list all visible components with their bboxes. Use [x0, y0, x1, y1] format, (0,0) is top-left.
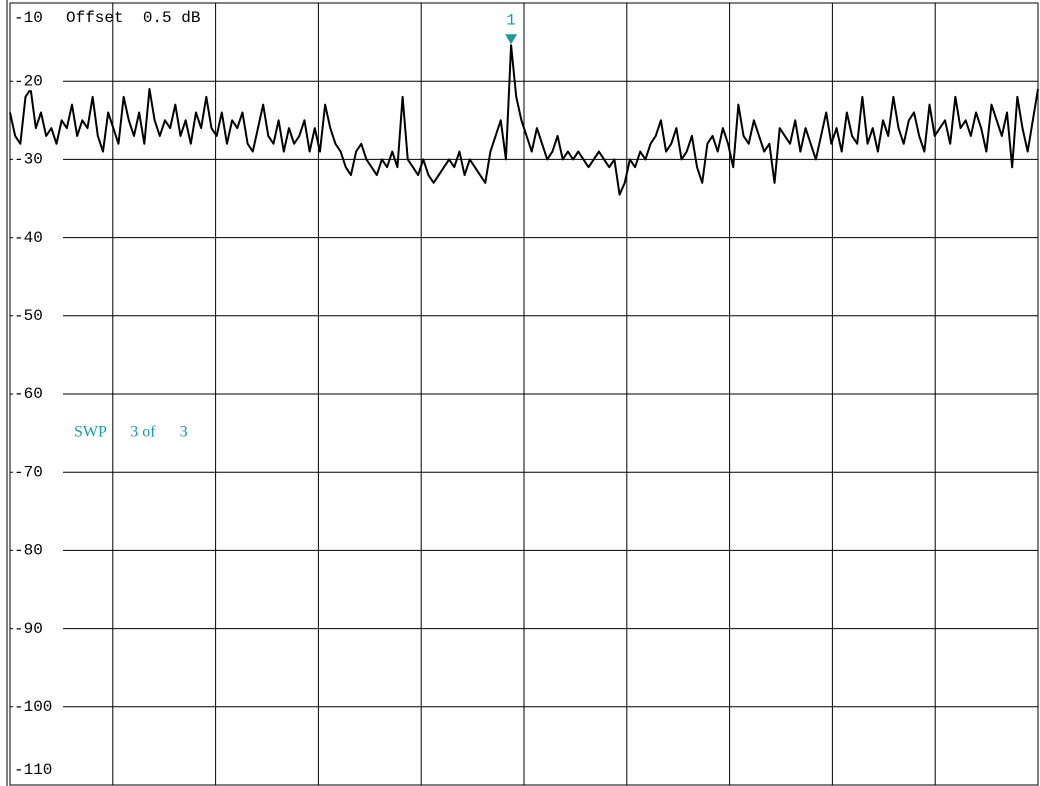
- y-tick-label: -50: [14, 307, 43, 325]
- tick-label-bg: [13, 9, 63, 27]
- trace-layer: [9, 44, 1039, 196]
- marker-label: 1: [506, 11, 516, 29]
- marker-triangle: [505, 34, 518, 45]
- tick-label-bg: [13, 150, 63, 169]
- tick-label-bg: [13, 228, 63, 247]
- y-tick-label: -30: [14, 151, 43, 169]
- tick-label-bg: [13, 697, 63, 716]
- tick-label-bg: [13, 463, 63, 482]
- tick-label-bg: [13, 619, 63, 638]
- sweep-label: SWP 3 of 3: [74, 424, 188, 441]
- offset-label: Offset 0.5 dB: [66, 9, 200, 27]
- y-tick-label: -80: [14, 542, 43, 560]
- y-tick-label: -100: [14, 698, 52, 716]
- y-tick-label: -70: [14, 463, 43, 481]
- tick-label-bg: [13, 306, 63, 325]
- y-tick-label: -20: [14, 72, 43, 90]
- tick-label-bg: [13, 385, 63, 403]
- y-tick-label: -110: [14, 761, 52, 779]
- tick-label-bg: [13, 761, 63, 779]
- y-tick-label: -60: [14, 385, 43, 403]
- y-tick-label: -40: [14, 229, 43, 247]
- y-tick-label: -90: [14, 620, 43, 638]
- y-tick-label: -10: [14, 9, 43, 27]
- trace-line: [9, 44, 1039, 196]
- tick-label-bg: [13, 541, 63, 560]
- labels: -10 -20 -30 -40 -50 -60 -70 -80 -90 -100 -110 1 Offs…: [13, 9, 518, 779]
- tick-label-bg: [13, 72, 63, 91]
